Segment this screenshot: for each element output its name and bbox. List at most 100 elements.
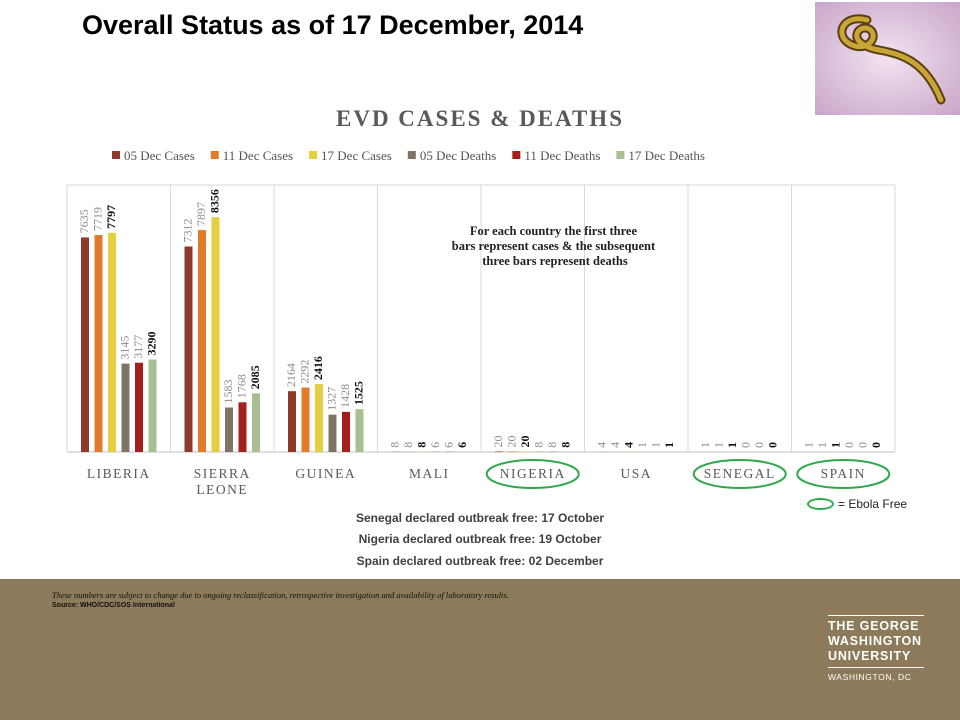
data-label-spain-11-dec-deaths: 0 xyxy=(856,442,870,448)
bar-guinea-17-dec-cases xyxy=(315,384,323,452)
data-label-spain-17-dec-cases: 1 xyxy=(829,442,843,448)
footnote-source: Source: WHO/CDC/SOS International xyxy=(52,602,175,609)
category-label-senegal: SENEGAL xyxy=(704,466,776,481)
data-label-mali-17-dec-cases: 8 xyxy=(415,442,429,448)
data-label-usa-05-dec-cases: 4 xyxy=(595,442,609,448)
legend-swatch-17-dec-deaths xyxy=(616,151,625,159)
chart-annotation: For each country the first three bars re… xyxy=(452,224,658,268)
data-label-liberia-17-dec-deaths: 3290 xyxy=(145,332,159,356)
data-label-usa-05-dec-deaths: 1 xyxy=(635,442,649,448)
bar-liberia-11-dec-deaths xyxy=(135,362,143,452)
legend-swatch-11-dec-cases xyxy=(210,151,219,159)
bar-nigeria-11-dec-cases xyxy=(508,451,517,452)
bar-sierra-leone-05-dec-cases xyxy=(184,246,193,452)
ebola-free-marker-nigeria xyxy=(485,459,580,489)
data-label-spain-05-dec-deaths: 0 xyxy=(842,442,856,448)
data-label-sierra-leone-11-dec-deaths: 1768 xyxy=(235,374,249,398)
ebola-free-legend: = Ebola Free xyxy=(807,497,907,511)
data-label-nigeria-05-dec-deaths: 8 xyxy=(532,442,546,448)
legend-label-05-dec-cases: 05 Dec Cases xyxy=(124,148,195,163)
bar-sierra-leone-17-dec-cases xyxy=(211,217,220,452)
data-label-senegal-11-dec-deaths: 0 xyxy=(752,442,766,448)
data-label-senegal-05-dec-cases: 1 xyxy=(698,442,712,448)
data-label-liberia-05-dec-cases: 7635 xyxy=(77,209,91,233)
category-label-mali: MALI xyxy=(409,466,450,481)
legend-label-17-dec-deaths: 17 Dec Deaths xyxy=(628,148,705,163)
data-label-liberia-11-dec-cases: 7719 xyxy=(91,207,105,231)
category-label-usa: USA xyxy=(620,466,652,481)
data-label-usa-11-dec-cases: 4 xyxy=(608,442,622,448)
slide-title: Overall Status as of 17 December, 2014 xyxy=(82,10,584,40)
data-label-usa-11-dec-deaths: 1 xyxy=(649,442,663,448)
data-label-nigeria-17-dec-deaths: 8 xyxy=(559,442,573,448)
data-label-guinea-11-dec-cases: 2292 xyxy=(298,360,312,384)
bar-nigeria-05-dec-cases xyxy=(495,451,503,452)
data-label-senegal-17-dec-deaths: 0 xyxy=(766,442,780,448)
bar-liberia-17-dec-cases xyxy=(108,232,116,452)
data-label-liberia-05-dec-deaths: 3145 xyxy=(118,336,132,360)
legend-swatch-05-dec-cases xyxy=(112,151,120,159)
data-label-usa-17-dec-deaths: 1 xyxy=(662,442,676,448)
category-label-sierra-leone: SIERRA LEONE xyxy=(194,466,251,497)
bar-guinea-11-dec-deaths xyxy=(342,411,350,452)
ebola-virus-image xyxy=(815,2,960,115)
data-label-spain-17-dec-deaths: 0 xyxy=(869,442,883,448)
data-label-usa-17-dec-cases: 4 xyxy=(622,442,636,448)
bar-guinea-05-dec-cases xyxy=(288,391,296,452)
category-label-nigeria: NIGERIA xyxy=(500,466,566,481)
bar-liberia-05-dec-cases xyxy=(81,237,89,452)
category-label-guinea: GUINEA xyxy=(295,466,356,481)
gwu-line1: THE GEORGE xyxy=(828,619,920,633)
legend-label-05-dec-deaths: 05 Dec Deaths xyxy=(420,148,497,163)
data-label-liberia-17-dec-cases: 7797 xyxy=(104,205,118,229)
gwu-city: WASHINGTON, DC xyxy=(828,672,912,682)
legend-label-11-dec-cases: 11 Dec Cases xyxy=(223,148,293,163)
data-label-guinea-05-dec-cases: 2164 xyxy=(284,363,298,387)
category-label-liberia: LIBERIA xyxy=(87,466,151,481)
data-label-sierra-leone-17-dec-deaths: 2085 xyxy=(248,365,262,389)
category-label-spain: SPAIN xyxy=(821,466,866,481)
data-label-sierra-leone-17-dec-cases: 8356 xyxy=(208,189,222,213)
bar-liberia-11-dec-cases xyxy=(94,235,103,452)
footnote-disclaimer: These numbers are subject to change due … xyxy=(52,590,509,600)
data-label-nigeria-17-dec-cases: 20 xyxy=(518,435,532,447)
data-label-guinea-17-dec-cases: 2416 xyxy=(311,356,325,380)
bar-liberia-17-dec-deaths xyxy=(148,359,157,452)
data-label-mali-17-dec-deaths: 6 xyxy=(455,442,469,448)
ebola-free-marker-senegal xyxy=(692,459,787,489)
ebola-free-marker-spain xyxy=(796,459,891,489)
bar-guinea-05-dec-deaths xyxy=(328,414,337,452)
gwu-logo: THE GEORGE WASHINGTON UNIVERSITY WASHING… xyxy=(828,612,924,682)
footnote-panel: These numbers are subject to change due … xyxy=(0,579,960,720)
legend-swatch-17-dec-cases xyxy=(309,151,318,159)
bar-liberia-05-dec-deaths xyxy=(121,363,130,452)
chart-title: EVD CASES & DEATHS xyxy=(336,106,624,131)
chart-legend: 05 Dec Cases 11 Dec Cases 17 Dec Cases 05 D… xyxy=(112,148,705,163)
data-label-guinea-05-dec-deaths: 1327 xyxy=(325,387,339,411)
data-label-mali-05-dec-deaths: 6 xyxy=(428,442,442,448)
data-label-senegal-17-dec-cases: 1 xyxy=(725,442,739,448)
bar-sierra-leone-11-dec-cases xyxy=(198,230,206,452)
data-label-sierra-leone-05-dec-deaths: 1583 xyxy=(221,380,235,404)
data-label-nigeria-11-dec-deaths: 8 xyxy=(545,442,559,448)
senegal-note: Senegal declared outbreak free: 17 Octob… xyxy=(355,511,605,525)
data-label-senegal-11-dec-cases: 1 xyxy=(712,442,726,448)
bar-guinea-17-dec-deaths xyxy=(355,409,364,452)
bar-guinea-11-dec-cases xyxy=(301,387,310,452)
ebola-free-label: = Ebola Free xyxy=(838,497,908,511)
legend-swatch-05-dec-deaths xyxy=(407,151,416,159)
data-label-nigeria-05-dec-cases: 20 xyxy=(491,435,505,447)
data-label-senegal-05-dec-deaths: 0 xyxy=(739,442,753,448)
data-label-spain-11-dec-cases: 1 xyxy=(815,442,829,448)
data-label-nigeria-11-dec-cases: 20 xyxy=(505,435,519,447)
evd-chart: EVD CASES & DEATHS 05 Dec Cases 11 Dec Ca… xyxy=(66,106,896,497)
legend-label-17-dec-cases: 17 Dec Cases xyxy=(321,148,392,163)
gwu-line3: UNIVERSITY xyxy=(828,649,912,663)
data-label-sierra-leone-11-dec-cases: 7897 xyxy=(194,202,208,226)
data-label-mali-05-dec-cases: 8 xyxy=(388,442,402,448)
green-oval-icon xyxy=(807,498,834,510)
data-label-spain-05-dec-cases: 1 xyxy=(802,442,816,448)
legend-swatch-11-dec-deaths xyxy=(512,151,521,159)
data-label-liberia-11-dec-deaths: 3177 xyxy=(131,335,145,359)
